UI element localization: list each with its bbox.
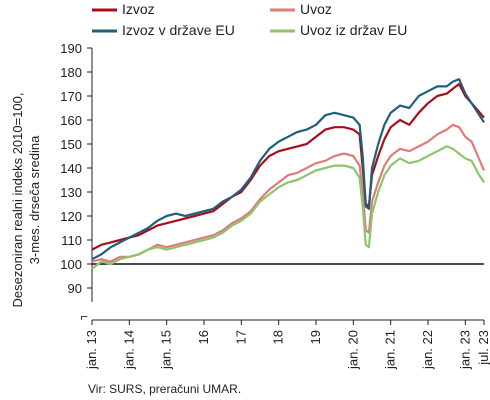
- y-tick-label: 100: [60, 257, 82, 272]
- y-tick-label: 110: [61, 233, 82, 248]
- x-tick-label: 17: [233, 330, 248, 344]
- x-tick-label: jan. 22: [420, 330, 435, 370]
- y-tick-label: 190: [60, 41, 82, 56]
- y-tick-label: 120: [60, 209, 82, 224]
- y-tick-label: 180: [60, 65, 82, 80]
- source-note: Vir: SURS, preračuni UMAR.: [88, 382, 241, 396]
- y-tick-label: 150: [60, 137, 82, 152]
- series-line-uvoz: [91, 123, 486, 263]
- legend-label: Uvoz iz držav EU: [300, 22, 407, 38]
- y-axis: ⌐ 90 100 110 120 130 140 150 160 170 180 190: [60, 41, 93, 324]
- y-tick-label: 160: [60, 113, 82, 128]
- y-axis-title-line: 3-mes. drseča sredina: [27, 135, 42, 264]
- x-tick-label: jul. 23: [476, 330, 490, 366]
- plot-area: [91, 78, 486, 270]
- y-tick-label: 170: [60, 89, 82, 104]
- series-line-uvoz-iz-dr-av-eu: [91, 145, 485, 270]
- series-line-izvoz: [91, 82, 485, 251]
- x-tick-label: jan. 13: [84, 330, 99, 370]
- x-axis: jan. 13 jan. 14 jan. 15 16 17 18 19 jan. 20 jan.…: [84, 319, 490, 370]
- y-tick-label: 140: [60, 161, 82, 176]
- x-tick-label: jan. 21: [383, 330, 398, 370]
- x-tick-label: 19: [308, 330, 323, 344]
- x-tick-label: jan. 15: [159, 330, 174, 370]
- series-line-izvoz-v-dr-ave-eu: [91, 78, 485, 261]
- legend-label: Izvoz: [122, 1, 155, 17]
- y-tick-label: 90: [68, 281, 82, 296]
- y-axis-title-line: Desezoniran realni indeks 2010=100,: [10, 92, 25, 307]
- x-tick-label: 16: [196, 330, 211, 344]
- x-tick-label: 18: [271, 330, 286, 344]
- legend-label: Uvoz: [300, 1, 332, 17]
- y-tick-label: 130: [60, 185, 82, 200]
- legend: Izvoz Uvoz Izvoz v države EU Uvoz iz držav …: [92, 1, 407, 38]
- x-tick-label: jan. 23: [457, 330, 472, 370]
- y-axis-break-symbol: ⌐: [80, 309, 88, 324]
- y-axis-title: Desezoniran realni indeks 2010=100, 3-mes…: [10, 92, 42, 307]
- x-tick-label: jan. 20: [345, 330, 360, 370]
- legend-label: Izvoz v države EU: [122, 22, 235, 38]
- x-tick-label: jan. 14: [121, 330, 136, 370]
